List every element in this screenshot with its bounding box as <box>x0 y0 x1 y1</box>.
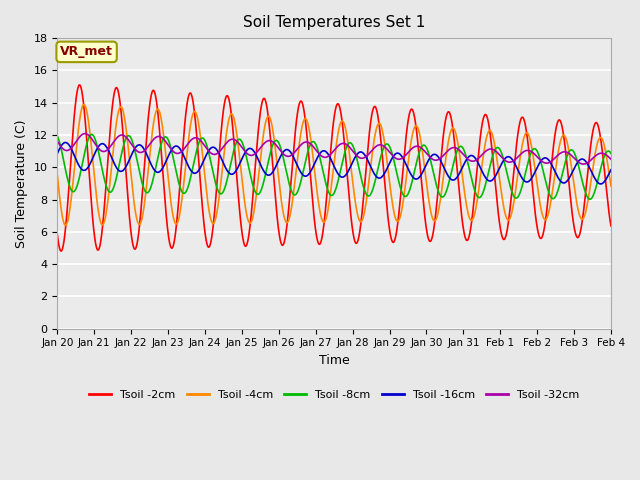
Title: Soil Temperatures Set 1: Soil Temperatures Set 1 <box>243 15 426 30</box>
Tsoil -4cm <box>493 157 501 163</box>
Tsoil -32cm <box>420 148 428 154</box>
Tsoil -16cm <box>493 171 500 177</box>
Tsoil -16cm <box>541 155 549 161</box>
Tsoil -2cm <box>58 248 65 254</box>
Tsoil -2cm <box>76 82 83 88</box>
Tsoil -4cm <box>239 188 247 193</box>
Tsoil -2cm <box>239 237 247 243</box>
Tsoil -16cm <box>54 151 61 156</box>
Tsoil -4cm <box>542 216 550 222</box>
Tsoil -2cm <box>164 228 172 234</box>
Tsoil -8cm <box>586 196 594 202</box>
Tsoil -32cm <box>607 156 615 162</box>
Tsoil -4cm <box>80 101 88 107</box>
Legend: Tsoil -2cm, Tsoil -4cm, Tsoil -8cm, Tsoil -16cm, Tsoil -32cm: Tsoil -2cm, Tsoil -4cm, Tsoil -8cm, Tsoi… <box>84 385 584 405</box>
Tsoil -4cm <box>54 173 61 179</box>
Tsoil -8cm <box>239 141 246 147</box>
Tsoil -8cm <box>607 151 615 156</box>
Tsoil -32cm <box>81 131 89 136</box>
Tsoil -8cm <box>164 135 172 141</box>
Tsoil -2cm <box>493 199 501 205</box>
Line: Tsoil -4cm: Tsoil -4cm <box>58 104 611 225</box>
Tsoil -32cm <box>493 149 500 155</box>
Tsoil -16cm <box>596 181 604 187</box>
Tsoil -8cm <box>54 133 61 139</box>
X-axis label: Time: Time <box>319 354 349 367</box>
Tsoil -16cm <box>177 147 185 153</box>
Tsoil -4cm <box>607 183 615 189</box>
Tsoil -2cm <box>177 164 185 170</box>
Tsoil -16cm <box>239 154 246 160</box>
Tsoil -16cm <box>164 156 172 161</box>
Line: Tsoil -8cm: Tsoil -8cm <box>58 134 611 199</box>
Tsoil -32cm <box>54 139 61 144</box>
Line: Tsoil -16cm: Tsoil -16cm <box>58 143 611 184</box>
Tsoil -32cm <box>541 160 549 166</box>
Tsoil -32cm <box>177 149 185 155</box>
Tsoil -32cm <box>164 141 172 147</box>
Tsoil -8cm <box>541 178 549 184</box>
Tsoil -4cm <box>421 166 429 172</box>
Line: Tsoil -32cm: Tsoil -32cm <box>58 133 611 164</box>
Tsoil -32cm <box>579 161 587 167</box>
Tsoil -32cm <box>239 145 246 151</box>
Y-axis label: Soil Temperature (C): Soil Temperature (C) <box>15 119 28 248</box>
Tsoil -2cm <box>54 232 61 238</box>
Tsoil -4cm <box>177 202 185 207</box>
Text: VR_met: VR_met <box>60 46 113 59</box>
Tsoil -4cm <box>164 172 172 178</box>
Tsoil -4cm <box>61 222 69 228</box>
Tsoil -8cm <box>493 145 500 151</box>
Line: Tsoil -2cm: Tsoil -2cm <box>58 85 611 251</box>
Tsoil -8cm <box>420 143 428 148</box>
Tsoil -2cm <box>542 214 550 220</box>
Tsoil -2cm <box>421 213 429 219</box>
Tsoil -2cm <box>607 223 615 229</box>
Tsoil -16cm <box>607 167 615 173</box>
Tsoil -16cm <box>61 140 69 145</box>
Tsoil -8cm <box>88 132 95 137</box>
Tsoil -16cm <box>420 166 428 171</box>
Tsoil -8cm <box>177 187 185 192</box>
